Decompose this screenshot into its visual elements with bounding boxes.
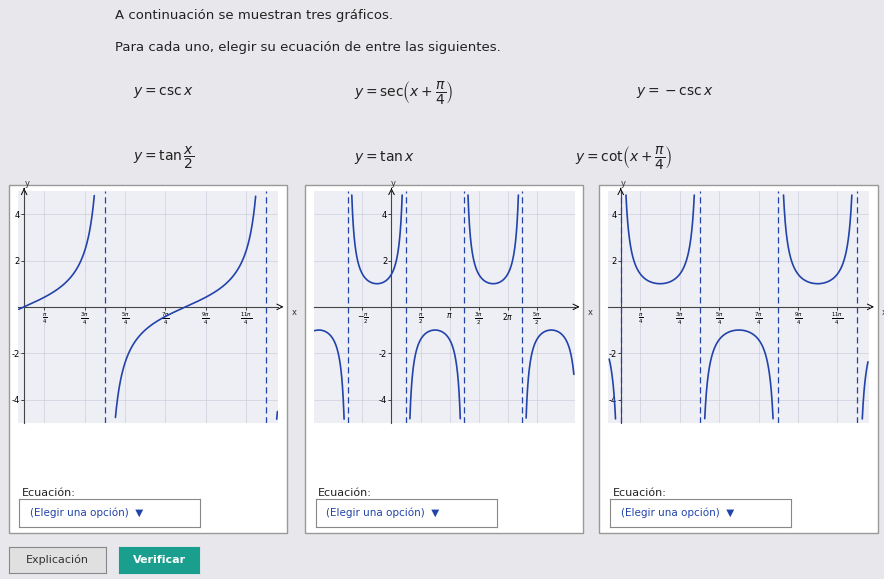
- Text: $y=-\csc x$: $y=-\csc x$: [636, 85, 714, 100]
- Text: (Elegir una opción)  ▼: (Elegir una opción) ▼: [621, 508, 734, 518]
- Text: Para cada uno, elegir su ecuación de entre las siguientes.: Para cada uno, elegir su ecuación de ent…: [115, 41, 500, 54]
- Text: Ecuación:: Ecuación:: [318, 488, 372, 498]
- Text: y: y: [621, 178, 626, 188]
- Text: Ecuación:: Ecuación:: [613, 488, 667, 498]
- Text: $y=\sec\!\left(x+\dfrac{\pi}{4}\right)$: $y=\sec\!\left(x+\dfrac{\pi}{4}\right)$: [354, 79, 453, 106]
- Text: Ecuación:: Ecuación:: [22, 488, 76, 498]
- Text: y: y: [392, 178, 396, 188]
- Text: $y=\cot\!\left(x+\dfrac{\pi}{4}\right)$: $y=\cot\!\left(x+\dfrac{\pi}{4}\right)$: [575, 144, 672, 171]
- Text: x: x: [588, 308, 592, 317]
- Text: (Elegir una opción)  ▼: (Elegir una opción) ▼: [30, 508, 143, 518]
- Text: Verificar: Verificar: [133, 555, 186, 565]
- Text: x: x: [882, 308, 884, 317]
- Text: x: x: [292, 308, 296, 317]
- Text: Explicación: Explicación: [26, 555, 89, 566]
- Text: A continuación se muestran tres gráficos.: A continuación se muestran tres gráficos…: [115, 9, 392, 22]
- Text: $y=\csc x$: $y=\csc x$: [133, 85, 194, 100]
- Text: $y=\tan x$: $y=\tan x$: [354, 149, 415, 166]
- Text: (Elegir una opción)  ▼: (Elegir una opción) ▼: [326, 508, 439, 518]
- Text: y: y: [25, 178, 30, 188]
- Text: $y=\tan\dfrac{x}{2}$: $y=\tan\dfrac{x}{2}$: [133, 144, 194, 171]
